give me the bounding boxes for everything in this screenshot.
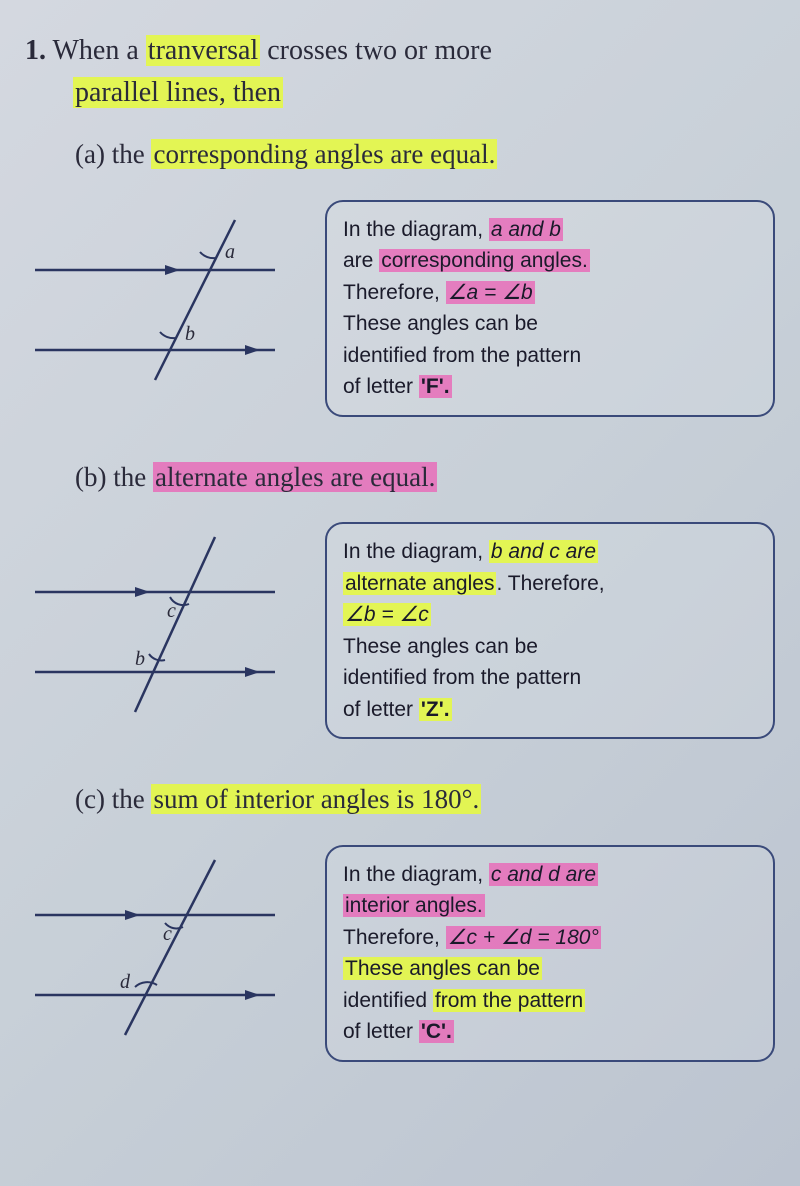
c-box-l3hl: ∠c + ∠d = 180° xyxy=(446,926,601,949)
b-box-l6a: of letter xyxy=(343,698,419,721)
a-box-l3hl: ∠a = ∠b xyxy=(446,281,535,304)
a-label: (a) xyxy=(75,139,105,169)
a-box-l5a: identified from the pattern xyxy=(343,344,581,367)
a-box-l2hl: corresponding angles. xyxy=(379,249,590,272)
c-box-l1hl: c and d are xyxy=(489,863,598,886)
a-box-l1hl: a and b xyxy=(489,218,563,241)
diagram-c: c d xyxy=(25,845,305,1045)
c-box-l4hl: These angles can be xyxy=(343,957,542,980)
diagram-c-label-c: c xyxy=(163,923,172,945)
b-text-a: the xyxy=(106,462,153,492)
b-box-l5a: identified from the pattern xyxy=(343,666,581,689)
diagram-a: a b xyxy=(25,200,305,400)
b-box-l3hl: ∠b = ∠c xyxy=(343,603,431,626)
section-c: c d In the diagram, c and d are interior… xyxy=(25,845,775,1062)
c-box-l1a: In the diagram, xyxy=(343,863,489,886)
b-box-l2hl: alternate angles xyxy=(343,572,496,595)
c-box-l5a: identified xyxy=(343,989,433,1012)
a-box-l4: These angles can be xyxy=(343,312,538,335)
a-box-l6hl: 'F'. xyxy=(419,375,452,398)
b-box-l4: These angles can be xyxy=(343,635,538,658)
c-text-a: the xyxy=(105,784,152,814)
info-box-c: In the diagram, c and d are interior ang… xyxy=(325,845,775,1062)
c-box-l6a: of letter xyxy=(343,1020,419,1043)
b-box-l1hl: b and c are xyxy=(489,540,598,563)
c-box-l2hl: interior angles. xyxy=(343,894,485,917)
heading-num: 1. xyxy=(25,35,46,66)
diagram-c-label-d: d xyxy=(120,971,131,993)
sub-a-heading: (a) the corresponding angles are equal. xyxy=(25,134,775,175)
heading-text1b: crosses two or more xyxy=(260,35,492,66)
a-box-l3a: Therefore, xyxy=(343,281,446,304)
diagram-b-label-c: c xyxy=(167,600,176,622)
a-text-hl: corresponding angles are equal. xyxy=(151,139,497,169)
heading-hl2: parallel lines, then xyxy=(73,77,283,108)
b-text-hl: alternate angles are equal. xyxy=(153,462,437,492)
info-box-b: In the diagram, b and c are alternate an… xyxy=(325,522,775,739)
b-box-l2a: . Therefore, xyxy=(496,572,604,595)
c-text-hl: sum of interior angles is 180°. xyxy=(151,784,481,814)
b-box-l1a: In the diagram, xyxy=(343,540,489,563)
c-box-l5hl: from the pattern xyxy=(433,989,585,1012)
a-text-a: the xyxy=(105,139,152,169)
a-box-l6a: of letter xyxy=(343,375,419,398)
info-box-a: In the diagram, a and b are correspondin… xyxy=(325,200,775,417)
a-box-l2a: are xyxy=(343,249,379,272)
c-box-l3a: Therefore, xyxy=(343,926,446,949)
c-box-l6hl: 'C'. xyxy=(419,1020,454,1043)
c-label: (c) xyxy=(75,784,105,814)
main-heading: 1. When a tranversal crosses two or more… xyxy=(25,30,775,114)
diagram-a-label-a: a xyxy=(225,241,235,263)
heading-text1a: When a xyxy=(53,35,146,66)
a-box-l1a: In the diagram, xyxy=(343,218,489,241)
sub-b-heading: (b) the alternate angles are equal. xyxy=(25,457,775,498)
diagram-b-label-b: b xyxy=(135,648,145,670)
b-box-l6hl: 'Z'. xyxy=(419,698,452,721)
sub-c-heading: (c) the sum of interior angles is 180°. xyxy=(25,779,775,820)
heading-hl1: tranversal xyxy=(146,35,260,66)
diagram-b: c b xyxy=(25,522,305,722)
diagram-a-label-b: b xyxy=(185,323,195,345)
section-b: c b In the diagram, b and c are alternat… xyxy=(25,522,775,739)
section-a: a b In the diagram, a and b are correspo… xyxy=(25,200,775,417)
b-label: (b) xyxy=(75,462,106,492)
